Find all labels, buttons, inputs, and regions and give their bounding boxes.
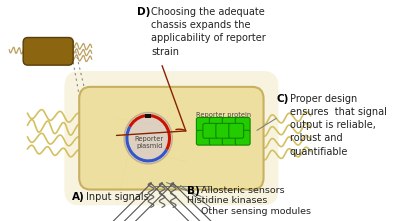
FancyBboxPatch shape [196, 118, 211, 132]
Text: D): D) [137, 7, 150, 17]
FancyBboxPatch shape [229, 123, 244, 138]
FancyBboxPatch shape [222, 118, 237, 132]
Text: Other sensing modules: Other sensing modules [201, 207, 311, 216]
Text: Proper design
ensures  that signal
output is reliable,
robust and
quantifiable: Proper design ensures that signal output… [290, 94, 387, 156]
FancyBboxPatch shape [196, 130, 211, 145]
FancyBboxPatch shape [222, 130, 237, 145]
FancyBboxPatch shape [209, 118, 224, 132]
Text: Histidine kinases: Histidine kinases [187, 196, 268, 206]
Circle shape [124, 112, 172, 164]
FancyBboxPatch shape [79, 87, 264, 190]
FancyBboxPatch shape [23, 38, 73, 65]
Text: Choosing the adequate
chassis expands the
applicability of reporter
strain: Choosing the adequate chassis expands th… [151, 7, 266, 57]
Bar [146, 114, 151, 118]
FancyBboxPatch shape [216, 123, 231, 138]
FancyBboxPatch shape [235, 130, 250, 145]
FancyBboxPatch shape [203, 123, 218, 138]
Text: B): B) [187, 186, 200, 196]
FancyBboxPatch shape [209, 130, 224, 145]
Text: Reporter
plasmid: Reporter plasmid [134, 136, 164, 149]
Text: Input signals: Input signals [86, 192, 149, 202]
FancyBboxPatch shape [235, 118, 250, 132]
Text: Reporter protein: Reporter protein [196, 112, 251, 118]
Text: C): C) [276, 94, 288, 104]
Text: Allosteric sensors: Allosteric sensors [201, 186, 285, 194]
FancyBboxPatch shape [64, 71, 278, 205]
Text: A): A) [72, 192, 85, 202]
